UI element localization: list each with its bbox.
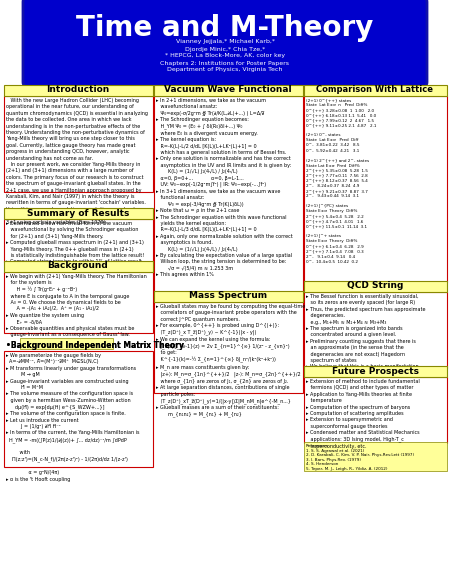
Text: Summary of Results: Summary of Results [27,209,129,217]
FancyBboxPatch shape [153,302,302,392]
FancyBboxPatch shape [153,95,302,291]
Text: Vacuum Wave Functional: Vacuum Wave Functional [164,86,292,94]
FancyBboxPatch shape [303,84,446,95]
Text: ▸ Glueball states may be found by computing the equal-time
   correlators of gau: ▸ Glueball states may be found by comput… [157,304,306,417]
Text: References
1. S. S. Agrawal et al. (2021)
2. D. Karabali, C. Kim, V. P. Nair, Ph: References 1. S. S. Agrawal et al. (2021… [306,444,414,471]
Text: Future Prospects: Future Prospects [332,366,418,376]
FancyBboxPatch shape [303,280,446,291]
Text: Introduction: Introduction [46,86,110,94]
Text: Chapters 2: Institutions for Poster Papers: Chapters 2: Institutions for Poster Pape… [161,61,289,65]
FancyBboxPatch shape [303,291,446,368]
Text: Djordje Minic,* Chia Tze,*: Djordje Minic,* Chia Tze,* [185,46,265,51]
FancyBboxPatch shape [4,272,153,332]
Text: (2+1) 0^{++} states
State  Lat E±σ  n   Pred  Diff%
0^{++} 3.28±0.08  1  1.00   : (2+1) 0^{++} states State Lat E±σ n Pred… [306,98,377,269]
Text: Comparison With Lattice: Comparison With Lattice [316,86,433,94]
FancyBboxPatch shape [303,376,446,443]
FancyBboxPatch shape [303,442,446,470]
Text: Mass Spectrum: Mass Spectrum [189,291,267,301]
FancyBboxPatch shape [4,95,153,191]
FancyBboxPatch shape [4,261,153,272]
FancyBboxPatch shape [303,365,446,376]
Text: ▸ We begin with (2+1) Yang-Mills theory. The Hamiltonian
   for the system is
  : ▸ We begin with (2+1) Yang-Mills theory.… [6,274,147,337]
Text: QCD String: QCD String [347,281,403,291]
FancyBboxPatch shape [4,208,153,218]
FancyBboxPatch shape [153,291,302,302]
FancyBboxPatch shape [4,350,153,466]
FancyBboxPatch shape [4,84,153,95]
Text: ▸ In 2+1 dimensions, we take as the vacuum
   wavefunctional ansatz:
   Ψ₀=exp(-: ▸ In 2+1 dimensions, we take as the vacu… [157,98,293,277]
Text: ▸ We parameterize the gauge fields by
  A=-∂MM⁻¹, A̅=(M⁺)⁻¹∂̅M⁺  M∈SL(N,C)
▸ M t: ▸ We parameterize the gauge fields by A=… [6,353,140,481]
FancyBboxPatch shape [303,95,446,281]
Text: ▸ Determined a new non-trivial form of the vacuum
   wavefunctional by solving t: ▸ Determined a new non-trivial form of t… [6,221,145,264]
FancyBboxPatch shape [4,218,153,261]
Text: •Background Independent Matrix Theory: •Background Independent Matrix Theory [6,341,184,350]
Text: Department of Physics, Virginia Tech: Department of Physics, Virginia Tech [167,68,283,72]
Text: ▸ Extension of method to include fundamental
   fermions (QCD) and other types o: ▸ Extension of method to include fundame… [306,379,420,449]
Text: •Background Independent Matrix Theory: •Background Independent Matrix Theory [6,341,184,350]
Text: With the new Large Hadron Collider (LHC) becoming
operational in the near future: With the new Large Hadron Collider (LHC)… [6,98,148,225]
Text: * HEPCG, La Block-More, AK, color key: * HEPCG, La Block-More, AK, color key [165,54,285,58]
Text: Vianney Jejjala,* Michael Karb,*: Vianney Jejjala,* Michael Karb,* [176,39,274,45]
FancyBboxPatch shape [153,84,302,95]
Text: Time and M-Theory: Time and M-Theory [76,14,373,42]
Text: ▸ The Bessel function is essentially sinusoidal,
   so its zeros are evenly spac: ▸ The Bessel function is essentially sin… [306,294,426,376]
FancyBboxPatch shape [19,338,112,349]
FancyBboxPatch shape [23,0,427,87]
Text: Background: Background [48,261,108,271]
